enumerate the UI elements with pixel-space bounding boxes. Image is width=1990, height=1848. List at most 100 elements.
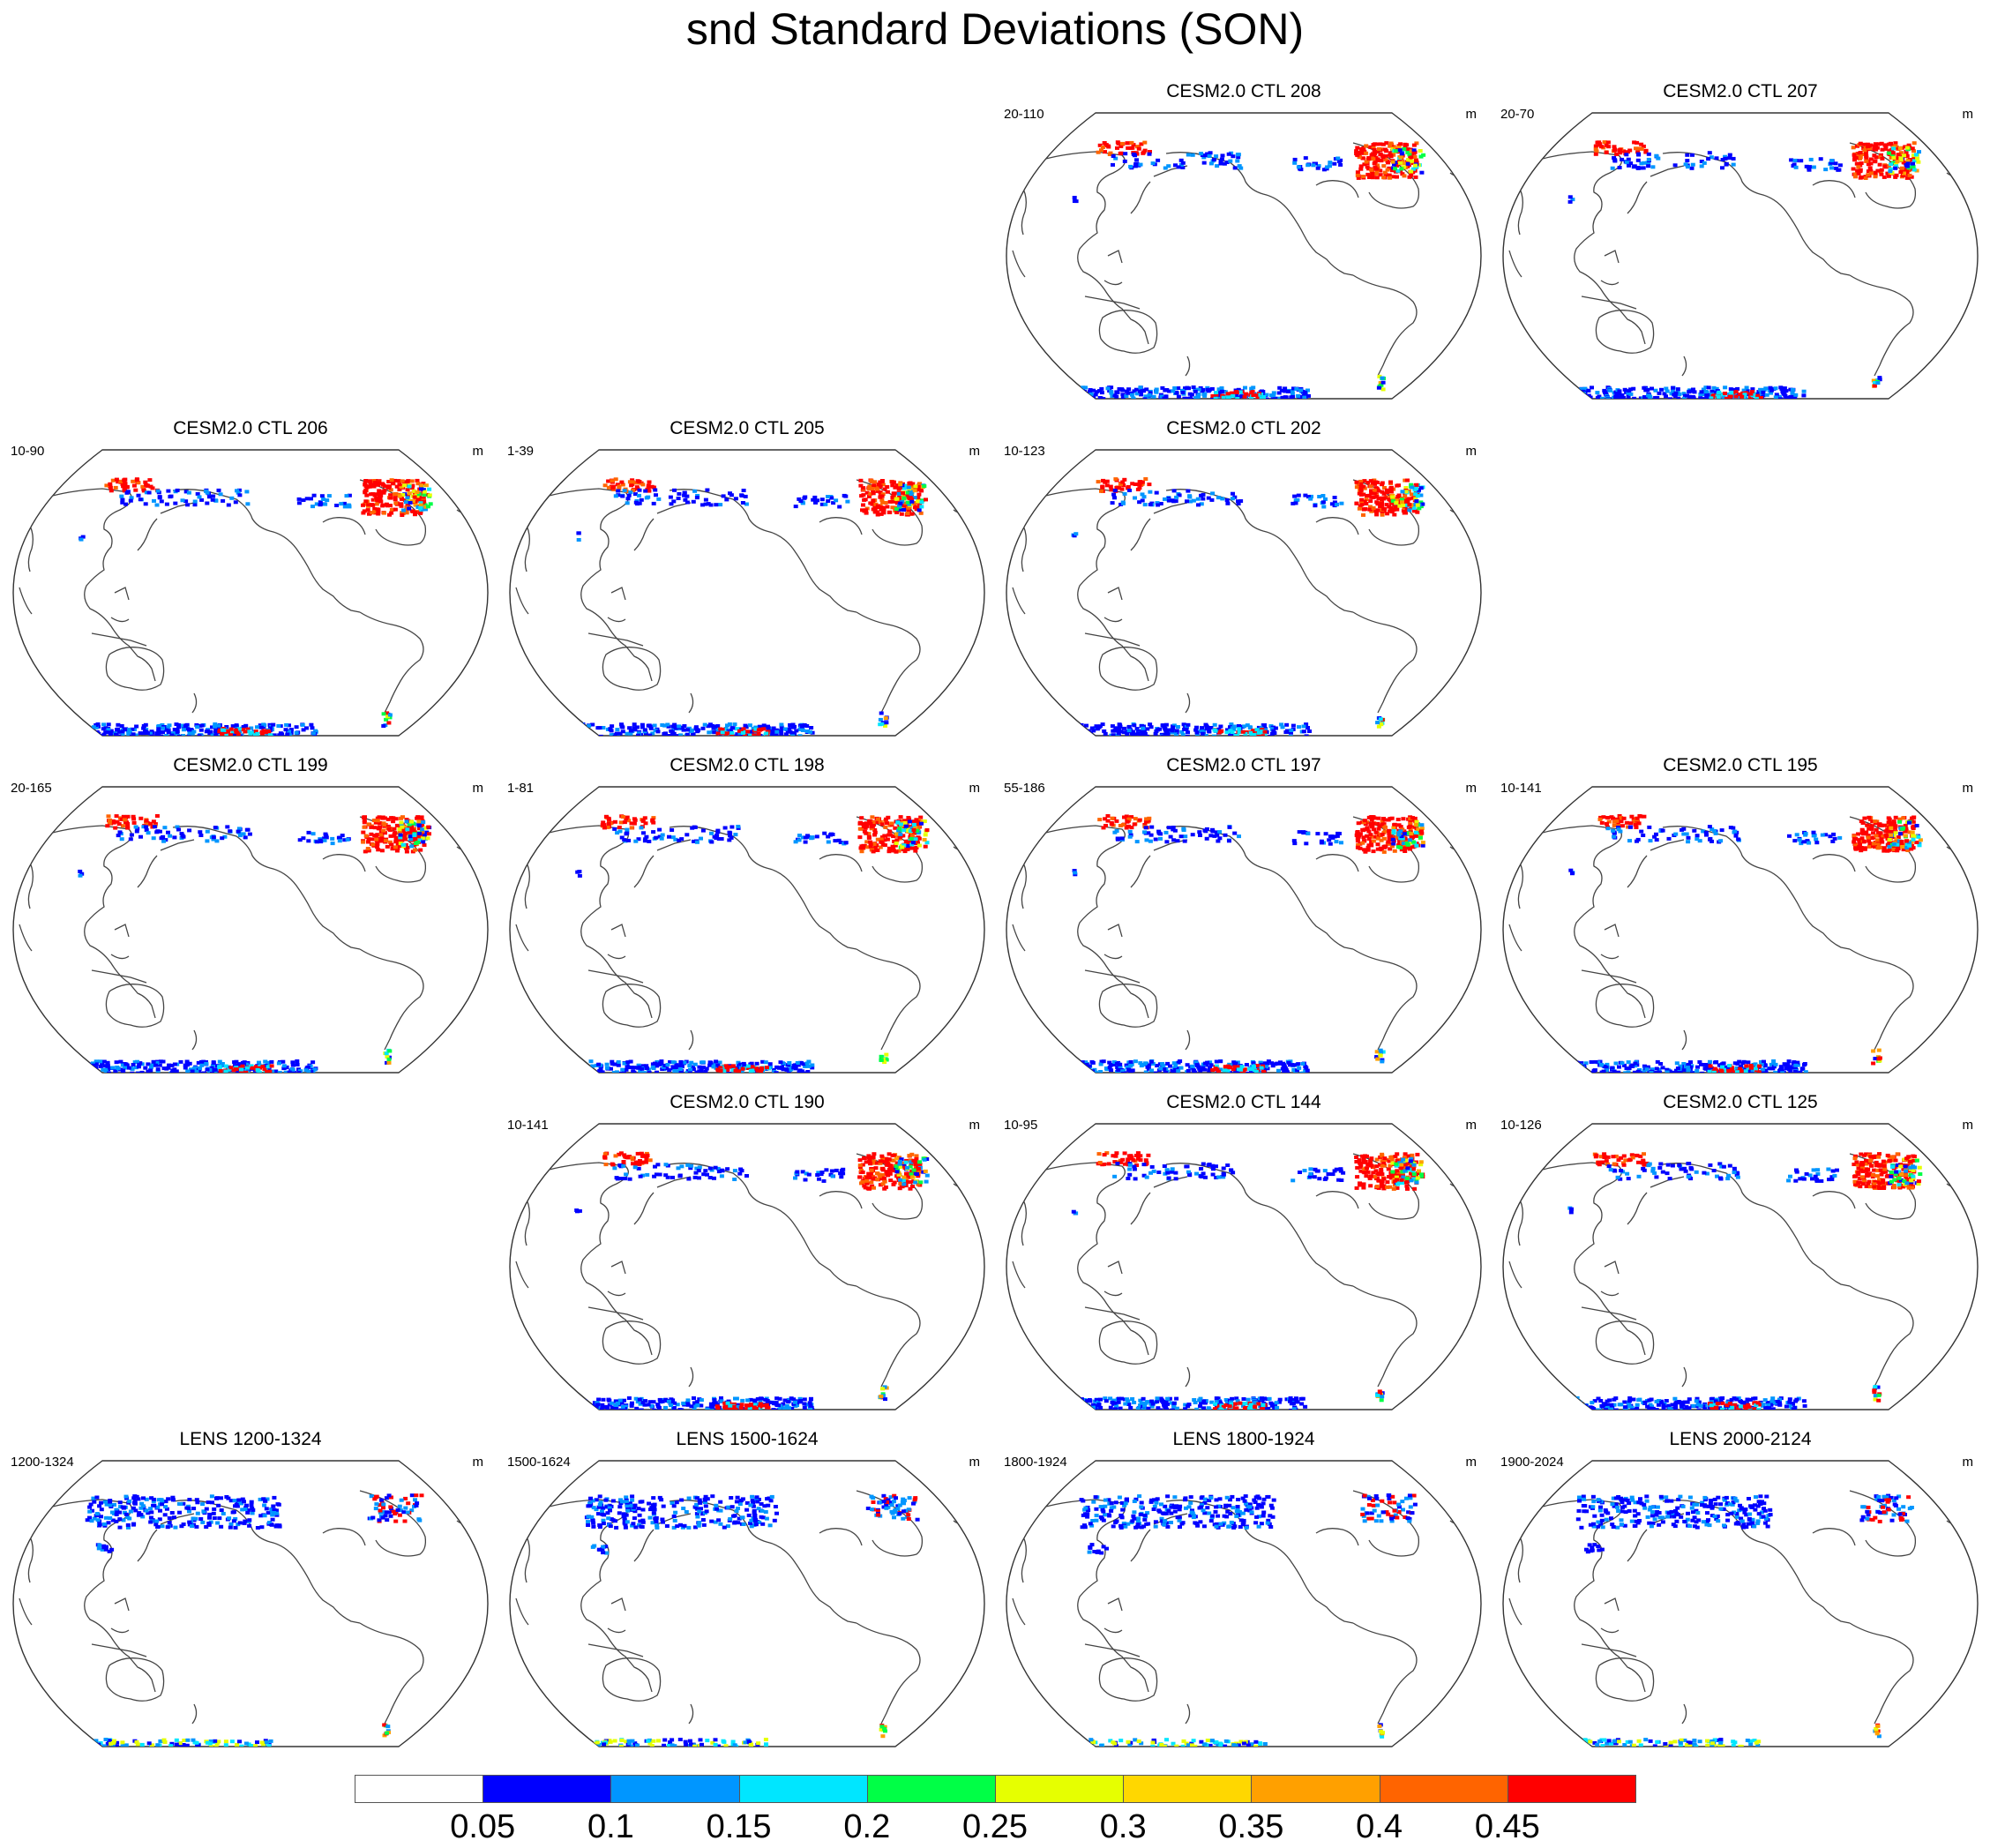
world-map [5, 438, 496, 746]
shading-cell [1703, 390, 1709, 393]
shading-cell [1133, 817, 1138, 821]
shading-cell [1358, 482, 1364, 486]
shading-cell [1711, 385, 1717, 390]
shading-cell [709, 831, 714, 835]
shading-cell [297, 838, 303, 842]
shading-cell [1291, 501, 1296, 505]
shading-cell [94, 723, 99, 727]
shading-cell [176, 827, 181, 832]
shading-cell [1873, 159, 1878, 163]
shading-cell [1801, 393, 1807, 398]
shading-cell [632, 817, 637, 821]
shading-cell [743, 1066, 748, 1070]
shading-cell [166, 730, 171, 735]
shading-cell [213, 730, 218, 735]
shading-cell [1289, 395, 1294, 399]
shading-cell [283, 1070, 288, 1073]
shading-cell [1664, 394, 1668, 399]
shading-cell [1387, 835, 1392, 840]
shading-cell [670, 724, 676, 729]
shading-cell [1378, 159, 1383, 162]
shading-cell [173, 1072, 178, 1073]
shading-cell [1882, 143, 1888, 147]
shading-cell [1366, 843, 1372, 848]
shading-cell [166, 489, 171, 493]
shading-cell [628, 731, 633, 736]
shading-cell [169, 733, 175, 736]
shading-cell [916, 827, 921, 831]
shading-cell [1332, 500, 1337, 505]
shading-cell [79, 1061, 84, 1066]
shading-cell [1154, 490, 1159, 495]
shading-cell [660, 723, 665, 727]
shading-cell [670, 1060, 676, 1065]
shading-cell [393, 501, 399, 505]
shading-cell [650, 819, 655, 823]
shading-cell [1387, 831, 1392, 835]
shading-cell [1416, 827, 1421, 832]
shading-cell [1378, 168, 1383, 173]
shading-cell [101, 732, 107, 736]
shading-cell [117, 830, 123, 834]
shading-cell [1801, 389, 1807, 393]
shading-cell [902, 504, 908, 508]
shading-cell [1720, 166, 1724, 170]
shading-cell [715, 731, 721, 736]
shading-cell [1384, 141, 1389, 146]
shading-cell [830, 833, 835, 836]
shading-cell [1676, 396, 1681, 399]
shading-cell [719, 837, 724, 841]
shading-cell [909, 846, 915, 850]
shading-cell [870, 815, 875, 819]
shading-cell [1140, 730, 1145, 735]
shading-cell [1383, 825, 1388, 829]
shading-cell [370, 498, 376, 502]
shading-cell [1142, 731, 1148, 736]
shading-cell [209, 1066, 214, 1070]
shading-cell [392, 492, 397, 497]
shading-cell [1761, 393, 1766, 398]
shading-cell [1778, 385, 1784, 390]
shading-cell [638, 1069, 643, 1073]
shading-cell [1072, 196, 1077, 199]
shading-cell [150, 1063, 155, 1067]
shading-cell [1288, 734, 1293, 736]
shading-cell [1699, 164, 1704, 168]
shading-cell [247, 832, 252, 836]
shading-cell [258, 725, 264, 729]
shading-cell [195, 725, 200, 729]
shading-cell [116, 834, 121, 838]
shading-cell [1279, 722, 1284, 727]
shading-cell [862, 509, 867, 513]
shading-cell [630, 478, 635, 483]
shading-cell [699, 836, 703, 841]
shading-cell [1789, 158, 1794, 162]
shading-cell [913, 826, 918, 830]
shading-cell [901, 843, 907, 848]
shading-cell [1372, 153, 1377, 157]
shading-cell [1635, 166, 1641, 170]
shading-cell [797, 1060, 803, 1065]
shading-cell [423, 503, 428, 507]
shading-cell [272, 733, 277, 736]
shading-cell [897, 507, 902, 512]
shading-cell [907, 819, 912, 824]
shading-cell [1395, 834, 1400, 839]
shading-cell [1371, 157, 1376, 161]
shading-cell [1280, 395, 1285, 399]
shading-cell [75, 728, 80, 732]
shading-cell [198, 728, 204, 732]
shading-cell [124, 1064, 130, 1068]
shading-cell [569, 729, 574, 733]
shading-cell [1162, 396, 1167, 399]
shading-cell [669, 502, 674, 506]
shading-cell [400, 492, 406, 497]
shading-cell [300, 722, 305, 727]
shading-cell [1394, 503, 1399, 507]
shading-cell [391, 819, 396, 824]
shading-cell [1064, 389, 1069, 393]
shading-cell [1208, 726, 1214, 729]
shading-cell [107, 1071, 112, 1073]
shading-cell [1554, 394, 1560, 399]
shading-cell [1689, 166, 1694, 170]
